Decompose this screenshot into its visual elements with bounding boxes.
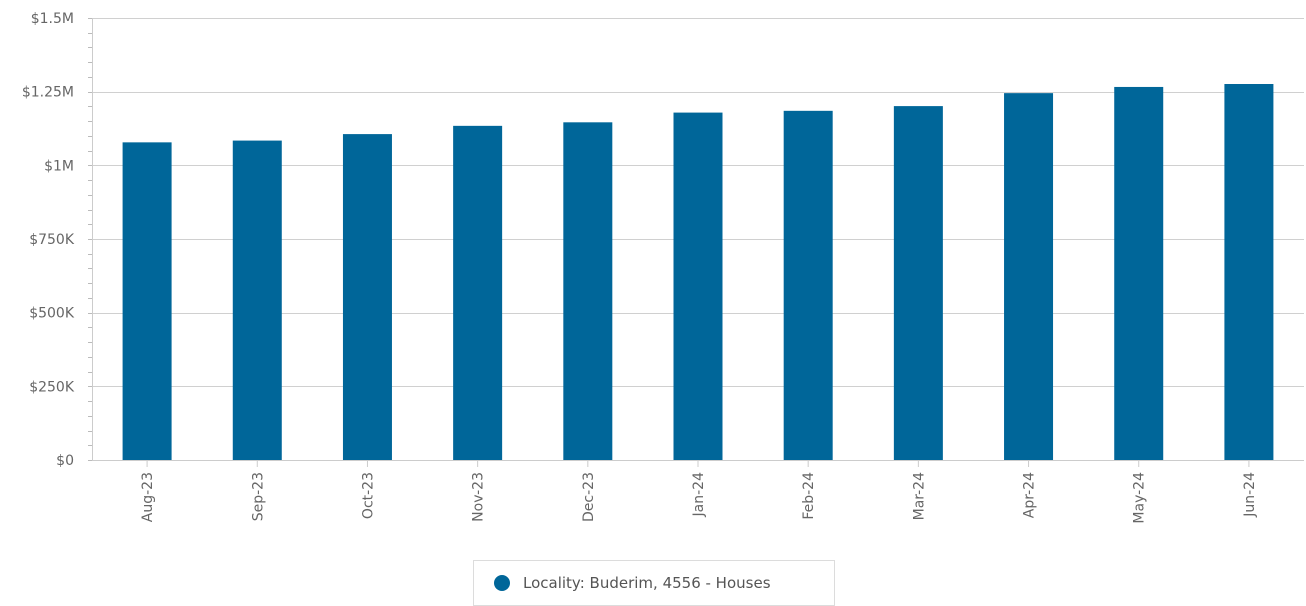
x-axis-tick-labels: Aug-23 Sep-23 Oct-23 Nov-23 Dec-23 Jan-24 Feb-… [140, 472, 1258, 524]
x-tick-label: May-24 [1132, 472, 1148, 524]
x-tick-label: Jun-24 [1242, 472, 1258, 518]
y-axis-tick-labels: $0 $250K $500K $750K $1M $1.25M $1.5M [22, 11, 75, 469]
bar[interactable] [232, 140, 282, 460]
y-tick-label: $1M [44, 158, 74, 174]
x-tick-label: Sep-23 [250, 472, 266, 521]
y-tick-label: $1.25M [22, 85, 74, 101]
bars [122, 84, 1274, 461]
legend-swatch-icon [494, 575, 510, 591]
bar[interactable] [342, 134, 392, 460]
bar[interactable] [453, 125, 503, 461]
x-axis [92, 460, 1304, 467]
bar[interactable] [783, 110, 833, 460]
y-tick-label: $750K [29, 232, 75, 248]
bar[interactable] [563, 122, 613, 460]
bar[interactable] [673, 112, 723, 460]
x-tick-label: Dec-23 [581, 472, 597, 522]
x-tick-label: Oct-23 [360, 472, 376, 519]
x-tick-label: Jan-24 [691, 472, 707, 518]
x-tick-label: Apr-24 [1022, 472, 1038, 518]
legend-label: Locality: Buderim, 4556 - Houses [523, 574, 771, 592]
y-axis-minor-ticks [88, 18, 93, 461]
y-tick-label: $1.5M [31, 11, 74, 27]
bar[interactable] [1224, 84, 1274, 460]
bar[interactable] [893, 106, 943, 460]
bar[interactable] [122, 142, 172, 460]
bar[interactable] [1114, 86, 1164, 461]
y-tick-label: $500K [29, 306, 75, 322]
x-tick-label: Feb-24 [801, 472, 817, 520]
x-tick-label: Nov-23 [471, 472, 487, 522]
y-tick-label: $0 [56, 453, 74, 469]
legend[interactable]: Locality: Buderim, 4556 - Houses [473, 560, 835, 606]
y-tick-label: $250K [29, 379, 75, 395]
bar[interactable] [1004, 93, 1054, 460]
x-tick-label: Aug-23 [140, 472, 156, 522]
x-tick-label: Mar-24 [911, 472, 927, 520]
